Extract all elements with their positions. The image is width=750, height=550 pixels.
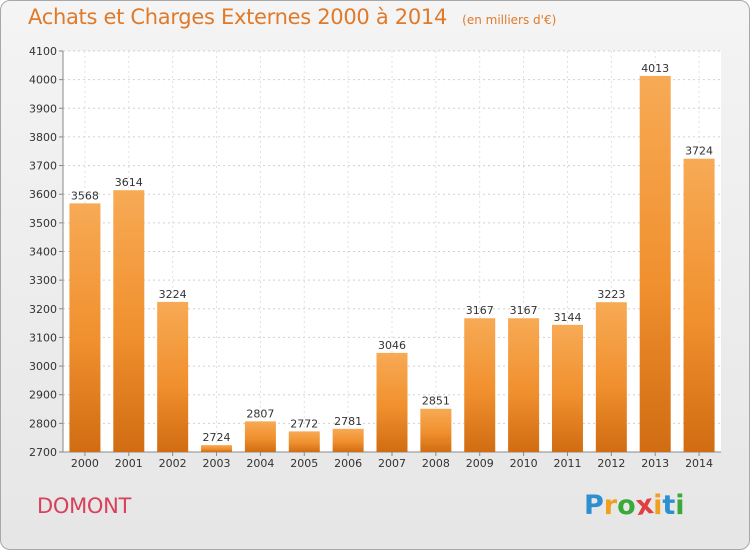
logo-letter: x — [633, 488, 656, 523]
title-row: Achats et Charges Externes 2000 à 2014 (… — [28, 5, 556, 29]
y-tick-label: 3300 — [29, 274, 57, 287]
x-tick-label: 2008 — [422, 457, 450, 470]
x-tick-label: 2005 — [290, 457, 318, 470]
logo-letter: i — [653, 490, 663, 521]
x-tick-label: 2000 — [71, 457, 99, 470]
x-tick-label: 2012 — [597, 457, 625, 470]
y-tick-label: 3000 — [29, 360, 57, 373]
y-tick-label: 3700 — [29, 160, 57, 173]
data-label-2004: 2807 — [246, 407, 274, 420]
y-tick-label: 3200 — [29, 303, 57, 316]
y-tick-label: 3400 — [29, 246, 57, 259]
x-tick-label: 2007 — [378, 457, 406, 470]
bar-2008 — [420, 408, 452, 452]
data-label-2012: 3223 — [597, 288, 625, 301]
bar-2012 — [595, 302, 627, 452]
bar-2000 — [69, 203, 101, 452]
x-tick-label: 2014 — [685, 457, 713, 470]
data-label-2007: 3046 — [378, 339, 406, 352]
proxiti-logo: Proxiti — [584, 488, 685, 523]
axes: 2700 2800 2900 3000 3100 3200 3300 3400 3500 3600… — [29, 45, 721, 470]
data-label-2000: 3568 — [71, 189, 99, 202]
data-label-2010: 3167 — [510, 304, 538, 317]
y-tick-label: 2800 — [29, 417, 57, 430]
logo-letter: P — [584, 490, 604, 521]
bar-2009 — [464, 318, 496, 452]
data-label-2002: 3224 — [159, 288, 187, 301]
chart-subtitle: (en milliers d'€) — [462, 13, 557, 27]
logo-letter: o — [617, 490, 636, 521]
x-tick-label: 2002 — [159, 457, 187, 470]
y-tick-label: 3600 — [29, 188, 57, 201]
x-tick-label: 2011 — [553, 457, 581, 470]
bar-2004 — [244, 421, 276, 452]
bar-2007 — [376, 352, 408, 452]
data-label-2001: 3614 — [115, 176, 143, 189]
data-label-2014: 3724 — [685, 145, 713, 158]
data-label-2011: 3144 — [553, 311, 581, 324]
data-label-2009: 3167 — [466, 304, 494, 317]
x-tick-label: 2004 — [246, 457, 274, 470]
logo-letter: r — [603, 490, 618, 521]
bar-2003 — [201, 445, 233, 452]
bar-2005 — [288, 431, 320, 452]
bar-2002 — [157, 301, 189, 452]
bar-2006 — [332, 428, 364, 452]
y-tick-label: 4100 — [29, 45, 57, 58]
bar-2013 — [639, 75, 671, 453]
x-tick-label: 2003 — [203, 457, 231, 470]
data-label-2008: 2851 — [422, 395, 450, 408]
bar-2010 — [508, 318, 540, 452]
data-labels: 3568 3614 3224 2724 2807 2772 2781 3046 2851 3167… — [71, 62, 713, 444]
y-tick-label: 3100 — [29, 331, 57, 344]
bar-2001 — [113, 190, 145, 452]
data-label-2013: 4013 — [641, 62, 669, 75]
data-label-2003: 2724 — [203, 431, 231, 444]
x-tick-label: 2013 — [641, 457, 669, 470]
y-tick-label: 4000 — [29, 74, 57, 87]
logo-letter: i — [675, 490, 685, 521]
bars — [69, 75, 715, 453]
y-tick-label: 2700 — [29, 446, 57, 459]
x-tick-label: 2009 — [466, 457, 494, 470]
y-tick-label: 3500 — [29, 217, 57, 230]
x-tick-label: 2006 — [334, 457, 362, 470]
bar-2014 — [683, 158, 715, 452]
data-label-2005: 2772 — [290, 417, 318, 430]
logo-letter: t — [662, 490, 676, 521]
x-tick-label: 2010 — [510, 457, 538, 470]
chart-title: Achats et Charges Externes 2000 à 2014 — [28, 5, 448, 29]
data-label-2006: 2781 — [334, 415, 362, 428]
x-tick-label: 2001 — [115, 457, 143, 470]
bar-2011 — [551, 324, 583, 452]
y-tick-label: 3900 — [29, 102, 57, 115]
y-tick-label: 3800 — [29, 131, 57, 144]
town-name: DOMONT — [37, 494, 132, 518]
y-tick-label: 2900 — [29, 389, 57, 402]
